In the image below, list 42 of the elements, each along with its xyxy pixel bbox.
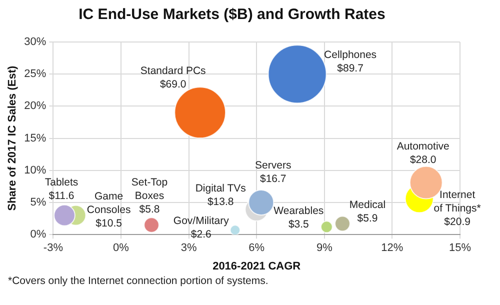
- data-label: $2.6: [190, 228, 212, 241]
- series-label: Internet of Things*: [434, 189, 481, 215]
- series-label: Servers: [255, 160, 292, 172]
- y-tick-label: 10%: [24, 164, 46, 176]
- data-label: $16.7: [260, 173, 286, 186]
- data-label: $89.7: [337, 62, 364, 75]
- chart-title: IC End-Use Markets ($B) and Growth Rates: [78, 6, 386, 24]
- data-label: $13.8: [207, 196, 234, 208]
- data-label: $10.5: [96, 218, 122, 230]
- data-label: $3.5: [288, 218, 310, 231]
- data-label: $69.0: [160, 78, 186, 90]
- series-label: Automotive: [396, 140, 450, 153]
- data-label: $11.6: [48, 190, 74, 202]
- series-label: Medical: [349, 198, 386, 211]
- y-tick-label: 25%: [24, 68, 46, 80]
- x-axis-title: 2016-2021 CAGR: [212, 260, 301, 272]
- series-label: Set-Top Boxes: [131, 176, 168, 202]
- series-label: Wearables: [274, 205, 324, 218]
- series-label: Game Consoles: [86, 190, 131, 216]
- x-tick-label: 3%: [180, 242, 197, 254]
- series-label: Gov/Military: [173, 215, 230, 228]
- y-tick-label: 15%: [24, 132, 46, 144]
- data-label: $5.8: [139, 203, 160, 216]
- x-tick-label: 15%: [448, 242, 472, 254]
- y-axis-title: Share of 2017 IC Sales (Est): [6, 66, 19, 211]
- series-label: Cellphones: [324, 49, 377, 62]
- data-label: $20.9: [444, 216, 471, 228]
- y-tick-label: 5%: [30, 196, 46, 209]
- x-tick-label: 0%: [113, 242, 130, 254]
- x-tick-label: 12%: [381, 242, 404, 254]
- x-tick-label: -3%: [43, 242, 64, 254]
- x-tick-label: 6%: [248, 242, 265, 254]
- y-tick-label: 20%: [24, 100, 46, 112]
- series-label: Tablets: [44, 176, 78, 188]
- data-label: $28.0: [410, 154, 436, 166]
- text: *Covers only the Internet connection portion of systems.: [8, 274, 268, 287]
- series-label: Digital TVs: [195, 182, 246, 195]
- x-tick-label: 9%: [316, 242, 333, 254]
- data-label: $5.9: [357, 212, 378, 224]
- y-tick-label: 30%: [24, 36, 46, 48]
- series-label: Standard PCs: [140, 64, 206, 77]
- y-tick-label: 0%: [30, 228, 46, 241]
